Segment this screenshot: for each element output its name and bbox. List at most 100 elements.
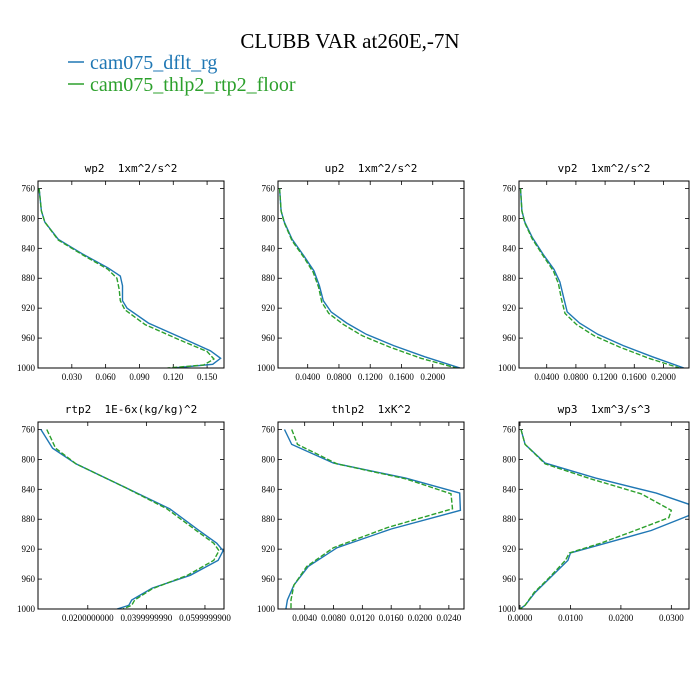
y-tick-label: 880 — [22, 273, 36, 283]
legend: cam075_dflt_rg cam075_thlp2_rtp2_floor — [68, 52, 296, 96]
x-tick-label: 0.0240 — [436, 613, 461, 623]
plot-frame — [37, 421, 225, 610]
plot-panel: vp2 1xm^2/s^2 760 800 840 880 920 960 1000 0.040… — [498, 162, 690, 382]
plot-frame — [518, 421, 690, 610]
series-line-2 — [278, 188, 457, 368]
series-line-1 — [283, 429, 462, 609]
y-tick-label: 1000 — [257, 604, 276, 614]
plot-frame — [518, 180, 690, 369]
y-tick-label: 800 — [262, 213, 276, 223]
y-tick-label: 800 — [503, 213, 517, 223]
y-tick-label: 840 — [503, 484, 517, 494]
x-tick-label: 0.0400 — [295, 372, 320, 382]
plot-panel: wp2 1xm^2/s^2 760 800 840 880 920 960 1000 0.030… — [17, 162, 225, 382]
series-line-2 — [38, 188, 215, 368]
y-tick-label: 760 — [503, 424, 517, 434]
y-tick-label: 880 — [503, 273, 517, 283]
y-tick-label: 960 — [22, 574, 36, 584]
plot-title: wp2 1xm^2/s^2 — [85, 162, 178, 175]
x-tick-label: 0.0599999900 — [179, 613, 231, 623]
x-tick-label: 0.0120 — [350, 613, 375, 623]
x-tick-label: 0.2000 — [420, 372, 445, 382]
y-tick-label: 840 — [262, 243, 276, 253]
x-tick-label: 0.0400 — [534, 372, 559, 382]
x-tick-label: 0.120 — [163, 372, 184, 382]
x-tick-label: 0.0399999990 — [121, 613, 173, 623]
plot-panel: rtp2 1E-6x(kg/kg)^2 760 800 840 880 920 960 100… — [17, 403, 231, 623]
series-line-1 — [519, 429, 689, 609]
x-tick-label: 0.2000 — [651, 372, 676, 382]
y-tick-label: 920 — [262, 303, 276, 313]
y-tick-label: 880 — [262, 514, 276, 524]
x-tick-label: 0.0100 — [558, 613, 583, 623]
figure-title: CLUBB VAR at260E,-7N — [240, 29, 459, 53]
plot-title: thlp2 1xK^2 — [331, 403, 410, 416]
legend-label-2: cam075_thlp2_rtp2_floor — [90, 74, 296, 96]
y-tick-label: 840 — [22, 484, 36, 494]
plot-panel: up2 1xm^2/s^2 760 800 840 880 920 960 1000 0.040… — [257, 162, 465, 382]
series-line-1 — [38, 188, 222, 368]
plot-frame — [37, 180, 225, 369]
y-tick-label: 920 — [22, 544, 36, 554]
y-tick-label: 960 — [262, 574, 276, 584]
y-tick-label: 920 — [503, 303, 517, 313]
x-tick-label: 0.0000 — [508, 613, 533, 623]
x-tick-label: 0.150 — [197, 372, 218, 382]
y-tick-label: 960 — [503, 333, 517, 343]
plot-title: wp3 1xm^3/s^3 — [558, 403, 651, 416]
y-tick-label: 1000 — [498, 604, 517, 614]
plot-panel: wp3 1xm^3/s^3 760 800 840 880 920 960 10000.000… — [498, 403, 690, 623]
x-tick-label: 0.1200 — [358, 372, 383, 382]
y-tick-label: 1000 — [498, 363, 517, 373]
series-line-1 — [519, 188, 685, 368]
plot-frame — [277, 421, 465, 610]
y-tick-label: 920 — [503, 544, 517, 554]
series-line-2 — [519, 188, 680, 368]
x-tick-label: 0.1600 — [389, 372, 414, 382]
y-tick-label: 880 — [503, 514, 517, 524]
series-line-2 — [519, 429, 673, 609]
series-line-2 — [290, 429, 454, 609]
y-tick-label: 960 — [503, 574, 517, 584]
x-tick-label: 0.0040 — [292, 613, 317, 623]
y-tick-label: 1000 — [17, 363, 36, 373]
x-tick-label: 0.0800 — [564, 372, 589, 382]
legend-label-1: cam075_dflt_rg — [90, 52, 217, 74]
y-tick-label: 840 — [503, 243, 517, 253]
x-tick-label: 0.0160 — [379, 613, 404, 623]
y-tick-label: 920 — [262, 544, 276, 554]
x-tick-label: 0.0200 — [408, 613, 433, 623]
y-tick-label: 760 — [503, 183, 517, 193]
plot-panel: thlp2 1xK^2 760 800 840 880 920 960 1000 0.0040 0… — [257, 403, 465, 623]
y-tick-label: 800 — [262, 454, 276, 464]
y-tick-label: 1000 — [257, 363, 276, 373]
x-tick-label: 0.090 — [129, 372, 150, 382]
y-tick-label: 800 — [22, 454, 36, 464]
y-tick-label: 880 — [262, 273, 276, 283]
y-tick-label: 880 — [22, 514, 36, 524]
x-tick-label: 0.0080 — [321, 613, 346, 623]
series-line-2 — [46, 429, 220, 609]
series-line-1 — [40, 429, 224, 609]
y-tick-label: 760 — [262, 424, 276, 434]
series-line-1 — [278, 188, 461, 368]
x-tick-label: 0.1200 — [593, 372, 618, 382]
x-tick-label: 0.0800 — [327, 372, 352, 382]
x-tick-label: 0.030 — [62, 372, 83, 382]
y-tick-label: 1000 — [17, 604, 36, 614]
plot-frame — [277, 180, 465, 369]
y-tick-label: 960 — [262, 333, 276, 343]
plot-title: rtp2 1E-6x(kg/kg)^2 — [65, 403, 197, 416]
y-tick-label: 920 — [22, 303, 36, 313]
y-tick-label: 840 — [262, 484, 276, 494]
panel-grid: wp2 1xm^2/s^2 760 800 840 880 920 960 1000 0.030… — [17, 162, 690, 623]
y-tick-label: 760 — [22, 183, 36, 193]
y-tick-label: 840 — [22, 243, 36, 253]
y-tick-label: 800 — [22, 213, 36, 223]
y-tick-label: 800 — [503, 454, 517, 464]
plot-title: vp2 1xm^2/s^2 — [558, 162, 651, 175]
y-tick-label: 760 — [262, 183, 276, 193]
x-tick-label: 0.1600 — [622, 372, 647, 382]
x-tick-label: 0.060 — [96, 372, 117, 382]
